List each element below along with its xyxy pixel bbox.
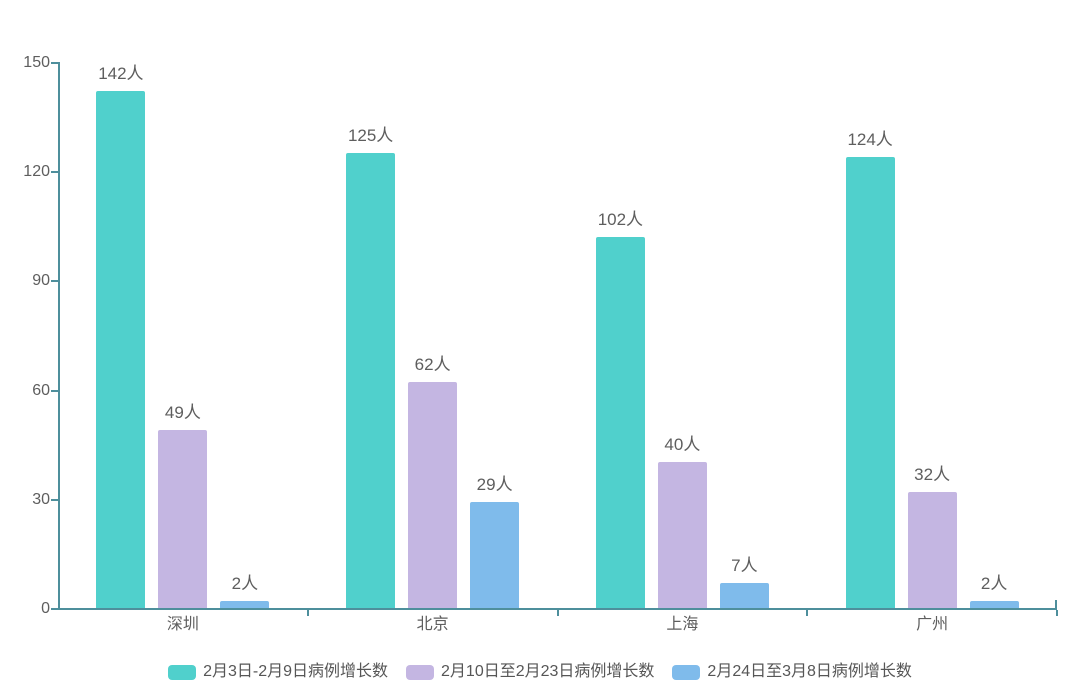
y-tick-label: 60 xyxy=(32,381,50,399)
legend-swatch-icon xyxy=(168,664,197,680)
bar-value-label: 49人 xyxy=(164,402,201,422)
y-tick-mark xyxy=(51,280,58,283)
bar-value-label: 2人 xyxy=(980,573,1008,593)
x-axis-category-label: 北京 xyxy=(416,616,449,633)
y-tick-mark xyxy=(51,62,58,64)
y-axis-line xyxy=(58,62,60,610)
y-tick-label: 0 xyxy=(41,600,50,617)
bar[interactable] xyxy=(346,153,396,608)
x-axis-line xyxy=(58,608,1057,610)
y-tick-label: 90 xyxy=(32,272,50,290)
bar-value-label: 40人 xyxy=(664,435,701,455)
legend-swatch-icon xyxy=(406,664,435,680)
legend-item[interactable]: 2月3日-2月9日病例增长数 xyxy=(168,663,388,681)
bar[interactable] xyxy=(969,600,1019,608)
x-tick-mark xyxy=(1056,610,1058,616)
y-tick-label: 120 xyxy=(23,163,50,181)
legend: 2月3日-2月9日病例增长数 2月10日至2月23日病例增长数 2月24日至3月8日… xyxy=(0,663,1080,681)
bar[interactable] xyxy=(845,156,895,608)
x-axis-category-label: 上海 xyxy=(666,616,699,633)
x-axis-category-label: 广州 xyxy=(916,616,949,633)
legend-item[interactable]: 2月10日至2月23日病例增长数 xyxy=(406,663,654,681)
bar[interactable] xyxy=(719,582,769,608)
bar-value-label: 32人 xyxy=(914,464,951,484)
legend-label: 2月24日至3月8日病例增长数 xyxy=(707,663,912,680)
x-axis-category-label: 深圳 xyxy=(166,616,199,633)
y-tick-label: 30 xyxy=(32,490,50,508)
bar[interactable] xyxy=(470,502,520,608)
legend-item[interactable]: 2月24日至3月8日病例增长数 xyxy=(672,663,912,681)
bar[interactable] xyxy=(158,429,208,608)
legend-label: 2月10日至2月23日病例增长数 xyxy=(441,663,655,680)
bar-value-label: 62人 xyxy=(414,355,451,375)
x-axis-end-tick xyxy=(1055,600,1057,608)
legend-swatch-icon xyxy=(672,664,701,680)
bar-value-label: 125人 xyxy=(347,126,394,145)
y-tick-mark xyxy=(51,171,58,174)
bar[interactable] xyxy=(96,91,146,608)
x-tick-mark xyxy=(306,610,309,616)
x-tick-mark xyxy=(556,610,559,616)
y-tick-mark xyxy=(51,389,58,392)
y-tick-mark xyxy=(51,498,58,501)
bar-value-label: 142人 xyxy=(98,64,144,84)
bar-value-label: 7人 xyxy=(731,555,758,575)
y-tick-label: 150 xyxy=(23,54,50,71)
bar-value-label: 29人 xyxy=(476,475,513,495)
bar-value-label: 102人 xyxy=(597,209,644,229)
bar[interactable] xyxy=(595,236,645,608)
bar[interactable] xyxy=(907,491,957,608)
bar-value-label: 2人 xyxy=(231,573,259,593)
x-tick-mark xyxy=(806,610,809,616)
y-tick-mark xyxy=(51,608,58,610)
legend-label: 2月3日-2月9日病例增长数 xyxy=(203,663,389,680)
bar[interactable] xyxy=(408,382,458,608)
bar[interactable] xyxy=(220,600,270,608)
bar-value-label: 124人 xyxy=(847,129,893,149)
bar[interactable] xyxy=(657,462,707,608)
